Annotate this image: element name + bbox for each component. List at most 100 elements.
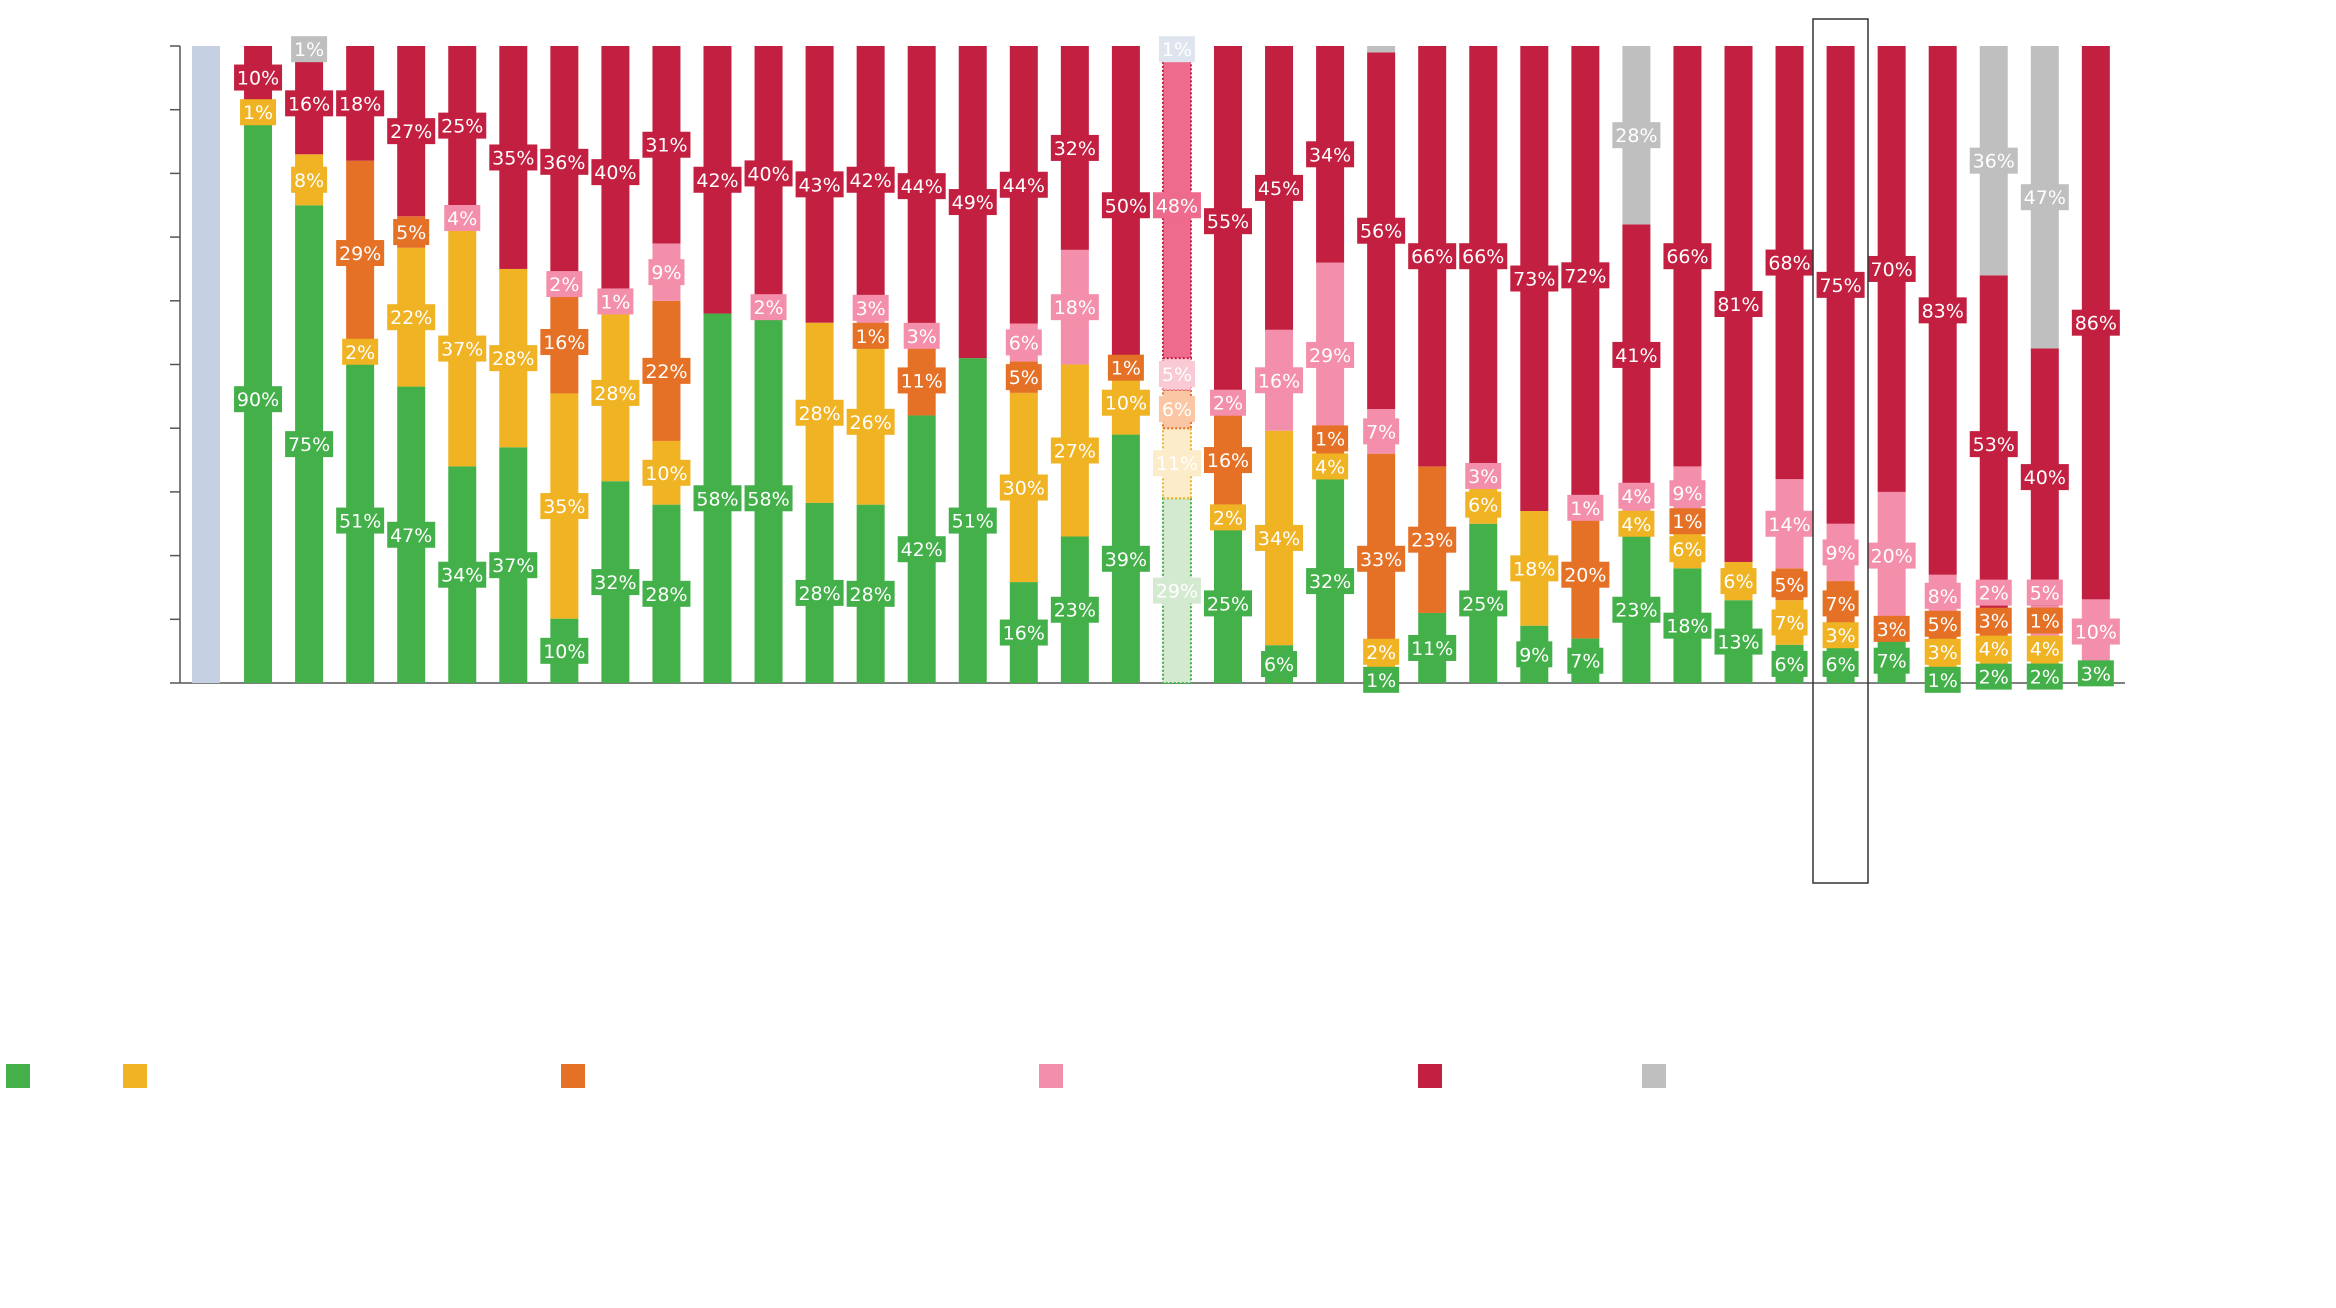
- data-label-green: 25%: [1462, 593, 1504, 615]
- data-label-bg: [291, 166, 328, 193]
- data-label-bg: [1363, 666, 1400, 693]
- data-label-bg: [591, 569, 640, 596]
- data-label-yellow: 35%: [543, 496, 585, 518]
- data-label-green: 75%: [288, 434, 330, 456]
- data-label-bg: [1152, 450, 1201, 477]
- data-label-bg: [1765, 510, 1814, 537]
- data-label-bg: [489, 144, 538, 171]
- data-label-red: 42%: [696, 170, 738, 192]
- data-label-bg: [1255, 524, 1304, 551]
- data-label-bg: [1714, 628, 1763, 655]
- data-label-bg: [1255, 174, 1304, 201]
- data-label-bg: [1210, 504, 1246, 531]
- legend-swatch-red[interactable]: [1418, 1064, 1442, 1088]
- data-label-green: 3%: [2081, 663, 2111, 685]
- data-label-bg: [1050, 134, 1099, 161]
- data-label-bg: [1975, 663, 2012, 690]
- data-label-red: 55%: [1207, 211, 1249, 233]
- data-label-pink: 1%: [1570, 498, 1600, 520]
- data-label-bg: [897, 536, 946, 563]
- data-label-pink: 9%: [651, 262, 681, 284]
- data-label-orange: 1%: [856, 326, 886, 348]
- data-label-green: 7%: [1570, 651, 1600, 673]
- data-label-bg: [1612, 341, 1661, 368]
- data-label-bg: [591, 159, 640, 186]
- data-label-bg: [285, 431, 334, 458]
- data-label-bg: [1714, 290, 1763, 317]
- data-label-bg: [2020, 464, 2069, 491]
- data-label-bg: [444, 204, 481, 231]
- data-label-bg: [540, 328, 589, 355]
- data-label-green: 29%: [1156, 581, 1198, 603]
- data-label-bg: [234, 64, 283, 91]
- data-label-bg: [1867, 255, 1916, 282]
- data-label-bg: [240, 99, 277, 126]
- data-label-bg: [438, 561, 487, 588]
- legend-swatch-gray[interactable]: [1642, 1064, 1666, 1088]
- data-label-bg: [1822, 590, 1859, 617]
- data-label-green: 90%: [237, 389, 279, 411]
- data-label-yellow: 3%: [1826, 625, 1856, 647]
- data-label-red: 31%: [645, 135, 687, 157]
- data-label-gray: 36%: [1973, 151, 2015, 173]
- data-label-pink: 4%: [1621, 486, 1651, 508]
- data-label-yellow: 4%: [1979, 639, 2009, 661]
- data-label-bg: [1408, 243, 1457, 270]
- data-label-green: 6%: [1826, 654, 1856, 676]
- data-label-red: 68%: [1768, 253, 1810, 275]
- data-label-bg: [1465, 462, 1502, 489]
- data-label-green: 1%: [1366, 670, 1396, 692]
- data-label-bg: [1050, 294, 1099, 321]
- data-label-orange: 16%: [1207, 450, 1249, 472]
- data-label-gray: 1%: [294, 39, 324, 61]
- data-label-bg: [693, 166, 742, 193]
- data-label-bg: [693, 485, 742, 512]
- data-label-bg: [648, 259, 685, 286]
- data-label-red: 40%: [594, 162, 636, 184]
- data-label-green: 28%: [850, 584, 892, 606]
- data-label-green: 39%: [1105, 549, 1147, 571]
- data-label-bg: [948, 189, 997, 216]
- data-label-bg: [291, 36, 328, 63]
- data-label-orange: 1%: [2030, 611, 2060, 633]
- data-label-bg: [852, 294, 889, 321]
- data-label-green: 51%: [339, 511, 381, 533]
- data-label-bg: [489, 345, 538, 372]
- data-label-pink: 6%: [1009, 332, 1039, 354]
- data-label-green: 10%: [543, 641, 585, 663]
- data-label-yellow: 30%: [1003, 477, 1045, 499]
- data-label-bg: [1975, 635, 2012, 662]
- data-label-bg: [1152, 577, 1201, 604]
- data-label-red: 66%: [1462, 246, 1504, 268]
- data-label-green: 9%: [1519, 644, 1549, 666]
- data-label-pink: 9%: [1672, 483, 1702, 505]
- legend-swatch-green[interactable]: [6, 1064, 30, 1088]
- data-label-pink: 5%: [2030, 583, 2060, 605]
- data-label-bg: [1669, 508, 1706, 535]
- data-label-bg: [438, 112, 487, 139]
- data-label-bg: [1771, 609, 1808, 636]
- data-label-bg: [1261, 651, 1298, 678]
- data-label-bg: [2026, 635, 2063, 662]
- data-label-bg: [1969, 431, 2018, 458]
- data-label-green: 13%: [1717, 632, 1759, 654]
- data-label-red: 27%: [390, 121, 432, 143]
- legend-swatch-orange[interactable]: [561, 1064, 585, 1088]
- legend-swatch-pink[interactable]: [1039, 1064, 1063, 1088]
- data-label-bg: [1924, 638, 1961, 665]
- data-label-orange: 1%: [1111, 358, 1141, 380]
- data-label-bg: [1669, 480, 1706, 507]
- data-label-pink: 4%: [447, 208, 477, 230]
- data-label-bg: [1516, 641, 1553, 668]
- data-label-green: 32%: [594, 572, 636, 594]
- data-label-bg: [1312, 425, 1349, 452]
- legend-swatch-yellow[interactable]: [123, 1064, 147, 1088]
- data-label-bg: [1924, 666, 1961, 693]
- data-label-bg: [1669, 536, 1706, 563]
- data-label-bg: [1408, 634, 1457, 661]
- data-label-bg: [1050, 596, 1099, 623]
- data-label-red: 49%: [952, 192, 994, 214]
- data-label-pink: 8%: [1928, 586, 1958, 608]
- bar-segment-gray: [1367, 46, 1396, 53]
- data-label-bg: [1408, 526, 1457, 553]
